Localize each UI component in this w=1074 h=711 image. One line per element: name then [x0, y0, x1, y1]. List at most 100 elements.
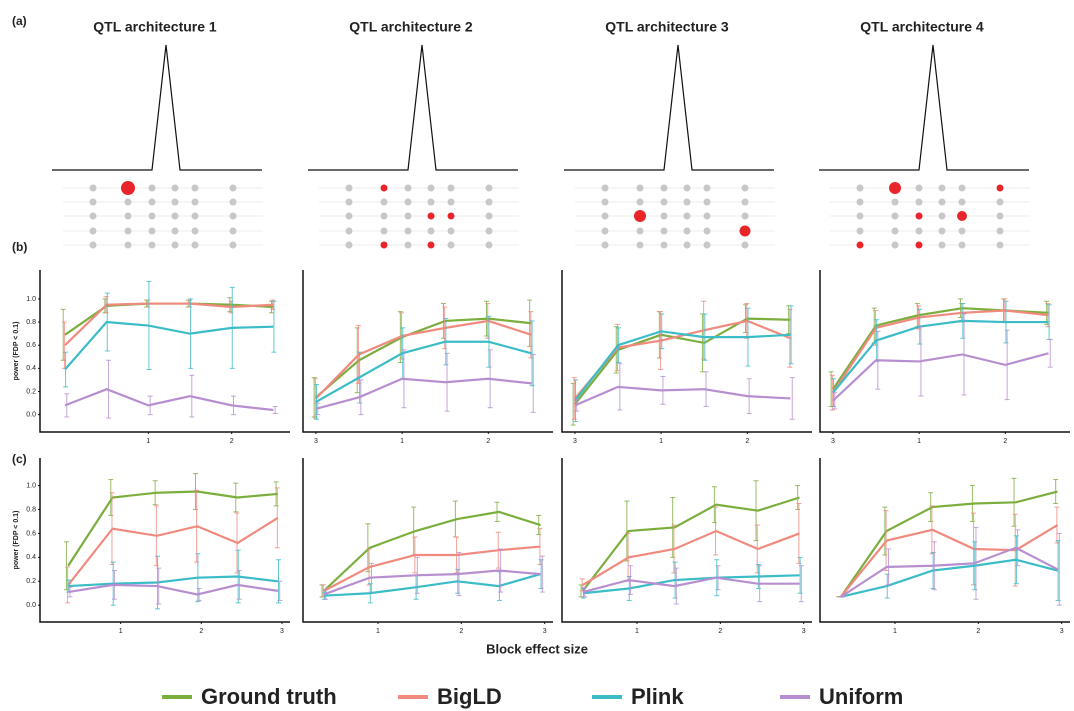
- series-line: BigLD: [315, 319, 532, 400]
- snp: [741, 184, 749, 192]
- panel-label: (b): [12, 240, 27, 254]
- snp: [660, 227, 668, 235]
- x-tick-label: 3: [543, 628, 547, 635]
- snp: [345, 227, 353, 235]
- x-tick-label: 1: [893, 628, 897, 635]
- snp: [148, 184, 156, 192]
- x-tick-label: 3: [573, 438, 577, 445]
- legend-label: Plink: [631, 684, 684, 709]
- snp: [891, 198, 899, 206]
- snp: [938, 241, 946, 249]
- snp: [958, 241, 966, 249]
- snp: [89, 227, 97, 235]
- axis: [39, 270, 290, 433]
- snp: [345, 184, 353, 192]
- snp: [345, 212, 353, 220]
- snp: [485, 241, 493, 249]
- causal-snp: [380, 241, 388, 249]
- y-tick-label: 0.8: [26, 319, 36, 326]
- y-tick-label: 1.0: [26, 296, 36, 303]
- snp: [741, 198, 749, 206]
- snp: [601, 198, 609, 206]
- snp: [404, 241, 412, 249]
- error-bar: [319, 584, 325, 598]
- snp: [915, 198, 923, 206]
- x-tick-label: 2: [230, 438, 234, 445]
- panel-label: (c): [12, 452, 27, 466]
- error-bar: [1047, 338, 1053, 368]
- snp: [703, 198, 711, 206]
- snp: [89, 198, 97, 206]
- x-tick-label: 2: [459, 628, 463, 635]
- snp: [636, 227, 644, 235]
- legend-label: Ground truth: [201, 684, 337, 709]
- snp: [958, 184, 966, 192]
- causal-snp: [957, 211, 967, 221]
- snp: [171, 212, 179, 220]
- snp: [915, 227, 923, 235]
- series-line: Ground truth: [839, 490, 1058, 598]
- snp: [447, 227, 455, 235]
- snp: [958, 227, 966, 235]
- snp: [124, 198, 132, 206]
- x-tick-label: 1: [376, 628, 380, 635]
- causal-snp: [447, 212, 455, 220]
- snp: [171, 241, 179, 249]
- snp: [996, 198, 1004, 206]
- snp: [915, 184, 923, 192]
- architecture-title: QTL architecture 3: [605, 19, 729, 35]
- error-bar: [530, 353, 536, 413]
- snp: [124, 212, 132, 220]
- panel-label: (a): [12, 14, 27, 28]
- snp: [124, 241, 132, 249]
- axis: [819, 458, 1070, 623]
- snp: [485, 227, 493, 235]
- series-line: BigLD: [67, 516, 279, 586]
- snp: [636, 241, 644, 249]
- series-line: Uniform: [582, 576, 800, 594]
- snp: [447, 198, 455, 206]
- snp: [683, 227, 691, 235]
- snp: [485, 198, 493, 206]
- peak: [308, 44, 518, 171]
- series-line: BigLD: [832, 309, 1049, 394]
- series-line: BigLD: [64, 302, 274, 347]
- series-line: Ground truth: [315, 317, 532, 399]
- causal-snp: [739, 225, 751, 237]
- causal-snp: [121, 181, 135, 195]
- snp: [601, 212, 609, 220]
- peak: [564, 44, 774, 171]
- snp: [660, 241, 668, 249]
- snp: [485, 184, 493, 192]
- error-bar: [271, 300, 277, 353]
- series-line: Plink: [315, 340, 532, 403]
- series-line: Plink: [582, 574, 800, 595]
- axis: [561, 458, 812, 623]
- snp: [636, 184, 644, 192]
- series-line: Plink: [323, 573, 541, 597]
- peak: [52, 44, 262, 171]
- snp: [938, 227, 946, 235]
- x-tick-label: 3: [831, 438, 835, 445]
- snp: [703, 241, 711, 249]
- causal-snp: [889, 182, 901, 194]
- snp: [229, 241, 237, 249]
- snp: [601, 184, 609, 192]
- x-tick-label: 1: [917, 438, 921, 445]
- legend-label: Uniform: [819, 684, 903, 709]
- snp: [636, 198, 644, 206]
- x-tick-label: 2: [976, 628, 980, 635]
- snp: [404, 184, 412, 192]
- architecture-title: QTL architecture 2: [349, 19, 473, 35]
- series-line: Ground truth: [323, 510, 541, 592]
- peak: [819, 44, 1029, 171]
- y-tick-label: 0.0: [26, 602, 36, 609]
- series-line: Plink: [832, 319, 1049, 394]
- snp: [741, 212, 749, 220]
- error-bar: [788, 305, 794, 365]
- error-bar: [1056, 532, 1062, 606]
- series-line: Ground truth: [581, 496, 800, 592]
- snp: [683, 212, 691, 220]
- snp: [996, 212, 1004, 220]
- snp: [171, 184, 179, 192]
